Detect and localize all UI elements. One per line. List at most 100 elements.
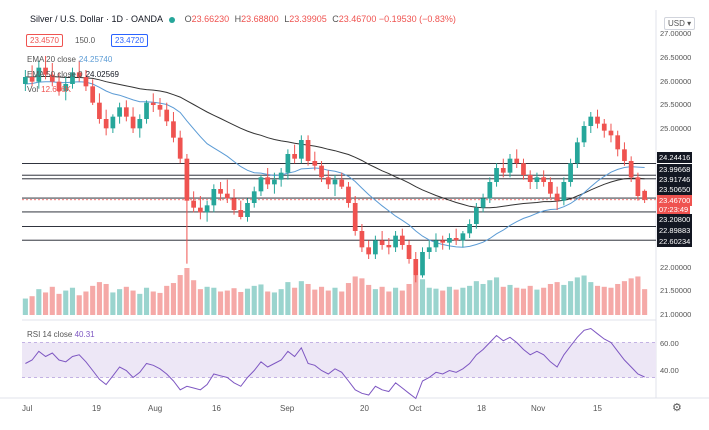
candle-body [164, 109, 170, 122]
candle-body [420, 252, 425, 276]
candle-body [63, 84, 69, 91]
sell-button[interactable]: 23.4570 [26, 34, 63, 47]
candle-body [36, 67, 42, 82]
volume-bar [366, 284, 372, 315]
volume-bar [554, 282, 560, 315]
gear-icon[interactable]: ⚙ [672, 402, 682, 414]
volume-bar [123, 286, 129, 315]
volume-bar [157, 292, 163, 315]
volume-bar [628, 278, 634, 315]
candle-body [184, 158, 190, 201]
currency-selector[interactable]: USD ▾ [664, 17, 696, 30]
rsi-axis-label: 40.00 [660, 366, 679, 375]
volume-bar [568, 281, 574, 315]
volume-bar [379, 286, 385, 315]
candle-body [473, 207, 479, 224]
price-axis-label: 26.00000 [660, 77, 692, 86]
price-axis-label: 21.00000 [660, 310, 692, 319]
volume-bar [184, 268, 190, 315]
volume-bar [413, 275, 419, 315]
x-tick-label: 20 [360, 404, 369, 413]
volume-bar [446, 286, 452, 315]
chevron-down-icon: ▾ [687, 19, 692, 28]
candle-body [413, 259, 419, 276]
x-tick-label: 16 [212, 404, 221, 413]
candle-body [83, 77, 89, 87]
x-tick-label: Sep [280, 404, 295, 413]
volume-bar [137, 293, 143, 315]
volume-bar [419, 279, 426, 315]
candle-body [514, 158, 520, 164]
candle-body [507, 158, 513, 173]
volume-bar [110, 292, 116, 315]
candle-body [527, 175, 533, 182]
volume-bar [642, 289, 648, 315]
candle-body [272, 179, 277, 185]
volume-bar [258, 284, 264, 315]
candle-body [76, 72, 82, 77]
volume-bar [520, 288, 527, 315]
ema20-value: 24.25740 [78, 55, 113, 64]
candle-body [386, 245, 392, 248]
ema50-legend[interactable]: EMA 50 close 0 24.02569 [27, 70, 119, 79]
candle-body [440, 240, 446, 243]
volume-bar [588, 282, 594, 315]
volume-bar [224, 290, 230, 315]
candle-body [453, 238, 459, 241]
candle-body [144, 102, 149, 119]
candle-body [110, 116, 116, 129]
volume-bar [271, 292, 277, 315]
candle-body [480, 198, 486, 208]
rsi-legend[interactable]: RSI 14 close 40.31 [27, 330, 95, 339]
volume-bar [581, 275, 587, 315]
candle-body [534, 177, 540, 182]
candle-body [70, 72, 75, 84]
candle-body [332, 179, 338, 185]
volume-bar [305, 283, 311, 315]
volume-bar [473, 281, 479, 315]
open-value: 23.66230 [191, 14, 230, 24]
volume-bar [487, 280, 493, 315]
volume-bar [298, 281, 304, 315]
volume-bar [143, 287, 150, 315]
volume-bar [621, 281, 627, 315]
candle-body [548, 182, 553, 194]
candle-body [521, 163, 526, 175]
volume-bar [406, 283, 412, 315]
candle-body [204, 205, 210, 213]
change-value: −0.19530 (−0.83%) [378, 14, 456, 24]
candle-body [399, 235, 405, 245]
volume-bar [292, 287, 298, 315]
ema50-value: 24.02569 [85, 70, 119, 79]
volume-bar [177, 275, 183, 315]
volume-bar [561, 284, 567, 315]
volume-bar [332, 287, 338, 315]
volume-bar [426, 287, 432, 315]
candle-body [500, 168, 506, 173]
volume-bar [312, 289, 318, 315]
price-axis-label: 21.50000 [660, 286, 692, 295]
volume-bar [433, 288, 439, 315]
candle-body [251, 191, 257, 203]
volume-bar [574, 277, 580, 315]
candle-body [224, 193, 230, 199]
candle-body [157, 105, 163, 110]
candle-body [406, 245, 412, 259]
volume-bar [318, 286, 325, 315]
level-label: 23.91746 [657, 174, 693, 185]
ema50-line [25, 76, 645, 209]
candle-body [568, 163, 573, 182]
candle-body [460, 233, 466, 241]
volume-legend[interactable]: Vol 12.686K [27, 85, 71, 94]
volume-bar [96, 282, 102, 315]
candle-body [265, 177, 271, 185]
ema20-legend[interactable]: EMA 20 close 24.25740 [27, 55, 113, 64]
volume-bar [117, 289, 123, 315]
symbol-title: Silver / U.S. Dollar · 1D · OANDA [30, 14, 163, 24]
candle-body [177, 137, 183, 159]
volume-bar [83, 291, 89, 315]
buy-button[interactable]: 23.4720 [111, 34, 148, 47]
volume-bar [170, 283, 177, 315]
volume-bar [164, 285, 170, 315]
